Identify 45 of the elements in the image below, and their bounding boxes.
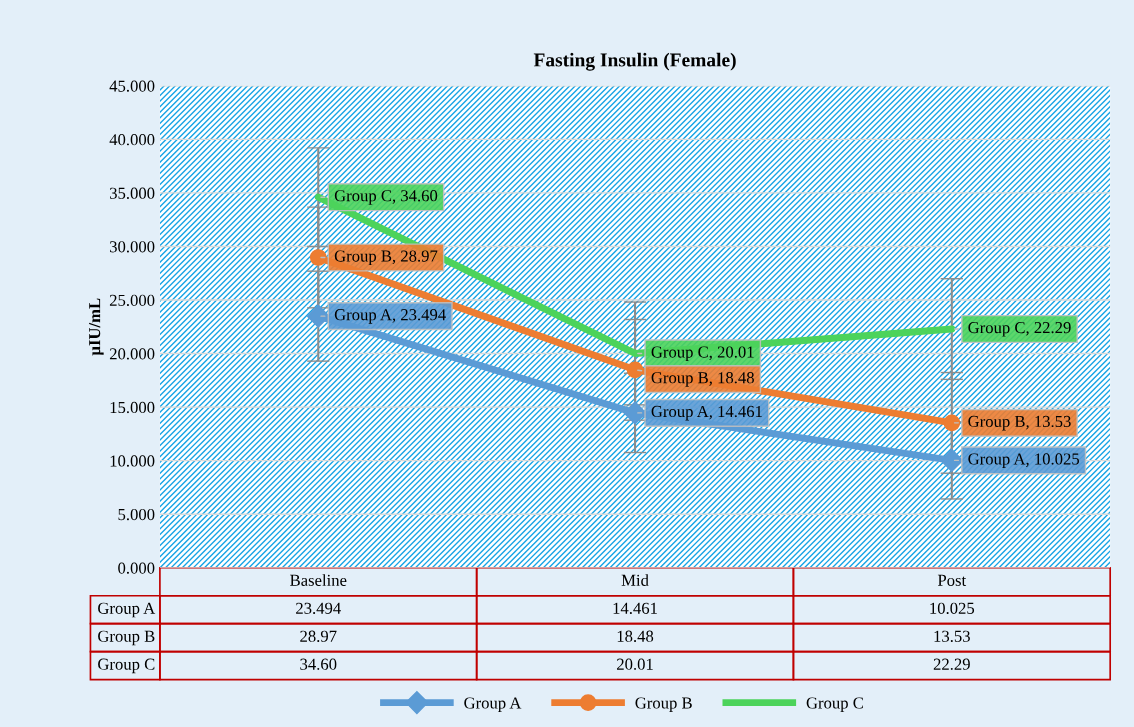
annotation: Group A, 10.025 <box>968 453 1080 468</box>
data-label: 34.60 <box>300 658 337 670</box>
annotation: Group C, 34.60 <box>334 190 438 205</box>
point <box>309 249 327 266</box>
y-tick-label: 30.000 <box>110 241 155 253</box>
y-tick-label: 10.000 <box>110 455 155 467</box>
y-tick-label: 0.000 <box>118 562 155 574</box>
chart-title: Fasting Insulin (Female) <box>533 52 736 71</box>
data-label: 13.53 <box>934 630 970 642</box>
data-label: 18.48 <box>617 630 654 642</box>
data-label: 22.29 <box>933 658 970 670</box>
y-tick-label: 25.000 <box>109 294 155 307</box>
annotation: Group A, 23.494 <box>334 309 446 324</box>
annotation: Group B, 28.97 <box>334 250 438 266</box>
text: Group B <box>98 630 155 646</box>
point <box>306 304 330 328</box>
annotation: Group B, 18.48 <box>651 372 754 387</box>
y-tick-label: 35.000 <box>110 187 155 199</box>
x-tick-label: Baseline <box>290 574 347 586</box>
text: Group C <box>98 658 155 674</box>
y-tick-label: 5.000 <box>118 508 155 521</box>
y-tick-label: 45.000 <box>109 80 155 92</box>
point <box>623 401 647 425</box>
point <box>626 361 644 379</box>
legend-label: Group A <box>464 697 522 712</box>
point <box>940 448 964 472</box>
y-tick-label: 40.000 <box>109 134 155 146</box>
annotation: Group C, 22.29 <box>968 322 1071 337</box>
text: Group A <box>98 602 156 618</box>
point <box>943 414 961 432</box>
data-label: 28.97 <box>300 630 337 642</box>
annotation: Group A, 14.461 <box>651 405 762 421</box>
data-label: 10.025 <box>930 602 975 614</box>
annotation: Group B, 13.53 <box>968 415 1071 431</box>
y-axis-title: µIU/mL <box>89 298 104 356</box>
data-label: 23.494 <box>296 602 341 614</box>
y-tick-label: 20.000 <box>109 348 155 360</box>
annotation: Group C, 20.01 <box>651 346 754 362</box>
x-tick-label: Mid <box>621 574 649 586</box>
legend-label: Group B <box>635 697 692 712</box>
legend-label: Group C <box>806 697 863 712</box>
y-tick-label: 15.000 <box>110 401 155 414</box>
x-tick-label: Post <box>937 574 967 586</box>
data-label: 20.01 <box>617 658 653 670</box>
data-label: 14.461 <box>613 602 657 614</box>
